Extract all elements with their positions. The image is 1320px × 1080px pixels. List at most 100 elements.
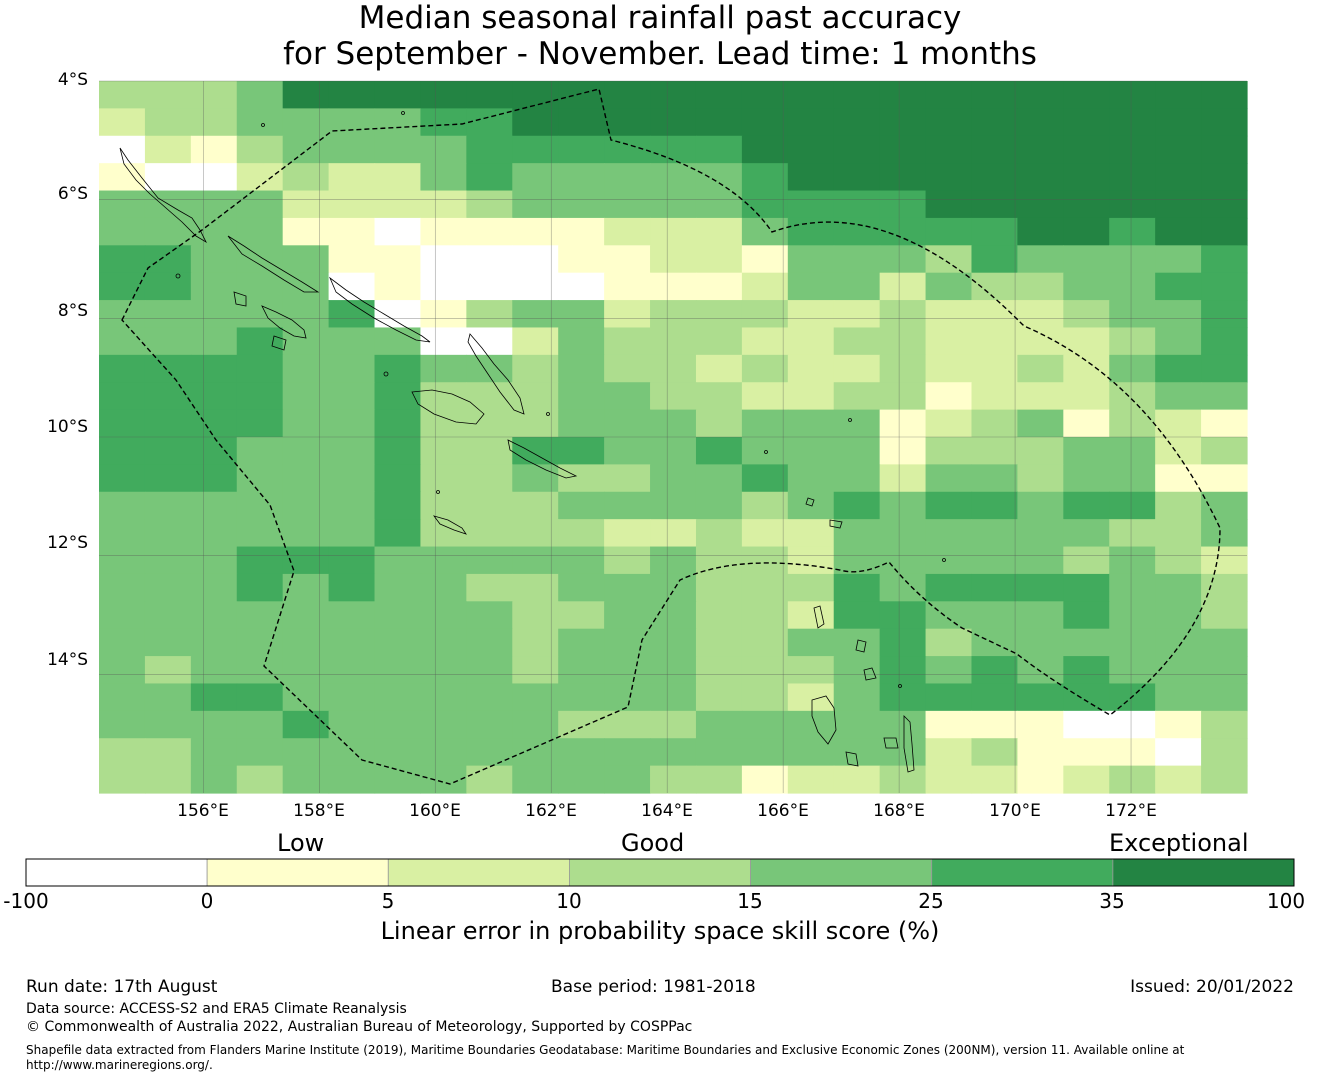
- shapefile-url[interactable]: http://www.marineregions.org/.: [26, 1058, 213, 1072]
- skill-cell: [328, 327, 376, 356]
- skill-cell: [1109, 190, 1156, 219]
- skill-cell: [925, 382, 973, 411]
- skill-cell: [328, 683, 376, 712]
- island-outline: [233, 291, 247, 307]
- colorbar-tick: 100: [1266, 889, 1306, 913]
- skill-cell: [833, 108, 881, 137]
- skill-cell: [1063, 354, 1110, 383]
- skill-cell: [1063, 81, 1110, 109]
- skill-cell: [236, 464, 284, 493]
- skill-cell: [650, 108, 697, 137]
- skill-cell: [466, 519, 513, 548]
- skill-cell: [558, 683, 605, 712]
- skill-cell: [466, 163, 513, 192]
- skill-cell: [833, 573, 881, 602]
- skill-cell: [1063, 327, 1110, 356]
- skill-cell: [420, 135, 467, 164]
- island-outline: [329, 276, 431, 343]
- skill-cell: [466, 683, 513, 712]
- skill-cell: [1063, 190, 1110, 219]
- skill-cell: [558, 190, 605, 219]
- skill-cell: [925, 409, 973, 438]
- skill-cell: [650, 464, 697, 493]
- skill-cell: [558, 409, 605, 438]
- skill-cell: [1063, 437, 1110, 465]
- skill-cell: [99, 437, 146, 465]
- skill-cell: [374, 464, 422, 493]
- skill-cell: [236, 491, 284, 520]
- skill-cell: [879, 382, 927, 411]
- skill-cell: [144, 437, 192, 465]
- skill-cell: [971, 81, 1018, 109]
- skill-cell: [236, 710, 284, 739]
- lat-label-14s: 14°S: [47, 650, 88, 670]
- skill-cell: [466, 437, 513, 465]
- skill-cell: [1201, 656, 1248, 685]
- skill-cell: [512, 327, 559, 356]
- skill-cell: [466, 382, 513, 411]
- skill-cell: [925, 710, 973, 739]
- skill-cell: [604, 245, 651, 274]
- skill-cell: [1017, 519, 1064, 548]
- skill-cell: [512, 628, 559, 657]
- skill-cell: [787, 135, 835, 164]
- skill-cell: [282, 300, 330, 329]
- skill-cell: [925, 628, 973, 657]
- skill-cell: [1201, 573, 1248, 602]
- skill-cell: [99, 163, 146, 192]
- skill-cell: [190, 272, 238, 301]
- skill-cell: [190, 382, 238, 411]
- skill-cell: [328, 738, 376, 767]
- skill-cell: [420, 491, 467, 520]
- skill-cell: [971, 108, 1018, 137]
- skill-cell: [650, 245, 697, 274]
- skill-cell: [328, 409, 376, 438]
- skill-cell: [833, 217, 881, 246]
- skill-cell: [695, 81, 743, 109]
- skill-cell: [971, 437, 1018, 465]
- skill-cell: [512, 163, 559, 192]
- skill-cell: [1155, 738, 1202, 767]
- skill-cell: [1201, 272, 1248, 301]
- skill-cell: [420, 163, 467, 192]
- skill-cell: [787, 327, 835, 356]
- skill-cell: [1063, 628, 1110, 657]
- skill-cell: [558, 601, 605, 630]
- skill-cell: [879, 765, 927, 794]
- skill-cell: [1201, 245, 1248, 274]
- skill-cell: [1063, 135, 1110, 164]
- skill-cell: [879, 546, 927, 575]
- skill-cell: [787, 382, 835, 411]
- skill-cell: [787, 546, 835, 575]
- skill-cell: [787, 108, 835, 137]
- skill-cell: [420, 765, 467, 794]
- skill-cell: [99, 135, 146, 164]
- skill-cell: [925, 573, 973, 602]
- skill-cell: [99, 683, 146, 712]
- skill-cell: [328, 573, 376, 602]
- skill-cell: [833, 245, 881, 274]
- legend-word-good: Good: [621, 829, 685, 857]
- skill-cell: [650, 437, 697, 465]
- skill-cell: [236, 656, 284, 685]
- skill-cell: [604, 601, 651, 630]
- skill-cell: [1109, 272, 1156, 301]
- skill-cell: [833, 382, 881, 411]
- skill-cell: [1063, 108, 1110, 137]
- skill-cell: [650, 135, 697, 164]
- colorbar-segment: [569, 858, 751, 887]
- skill-cell: [1109, 464, 1156, 493]
- skill-cell: [787, 300, 835, 329]
- skill-cell: [374, 163, 422, 192]
- skill-cell: [282, 519, 330, 548]
- skill-cell: [558, 382, 605, 411]
- skill-cell: [374, 135, 422, 164]
- skill-cell: [971, 464, 1018, 493]
- skill-cell: [144, 217, 192, 246]
- skill-cell: [99, 573, 146, 602]
- skill-cell: [328, 135, 376, 164]
- skill-cell: [787, 81, 835, 109]
- skill-cell: [925, 683, 973, 712]
- skill-cell: [374, 765, 422, 794]
- skill-cell: [558, 272, 605, 301]
